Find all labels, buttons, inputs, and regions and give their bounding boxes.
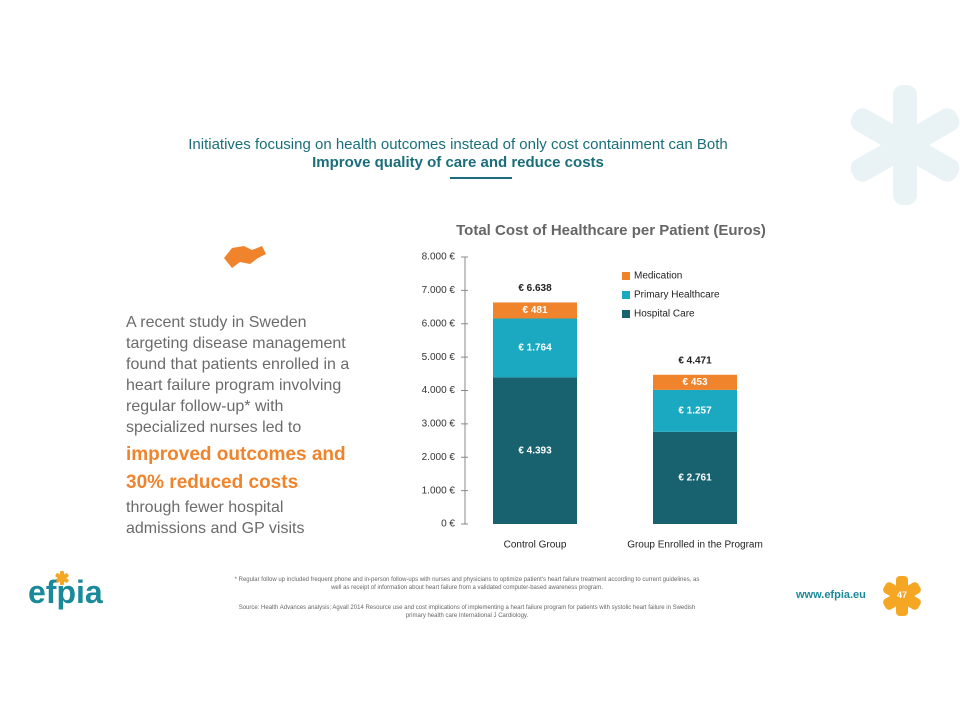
footnote: * Regular follow up included frequent ph… <box>234 577 700 591</box>
highlight-text: improved outcomes and 30% reduced costs <box>126 444 346 493</box>
legend-swatch <box>622 272 630 280</box>
heading-line1: Initiatives focusing on health outcomes … <box>188 136 728 153</box>
y-tick-label: 6.000 € <box>422 318 456 329</box>
logo: efpia <box>28 574 103 610</box>
value-label: € 1.764 <box>518 343 552 354</box>
body-text: through fewer hospital admissions and GP… <box>126 499 305 537</box>
page-number: 47 <box>896 590 907 600</box>
y-tick-label: 5.000 € <box>422 352 456 363</box>
legend-label: Medication <box>634 271 682 282</box>
bar-segment <box>653 389 737 432</box>
y-tick-label: 8.000 € <box>422 252 456 263</box>
logo-asterisk <box>55 571 69 585</box>
bar-segment <box>653 374 737 390</box>
y-tick-label: 2.000 € <box>422 452 456 463</box>
chart-title: Total Cost of Healthcare per Patient (Eu… <box>456 222 766 239</box>
value-label: € 481 <box>522 305 547 316</box>
heading-line2: Improve quality of care and reduce costs <box>312 154 604 171</box>
legend-label: Primary Healthcare <box>634 290 720 301</box>
y-tick-label: 7.000 € <box>422 285 456 296</box>
y-tick-label: 3.000 € <box>422 419 456 430</box>
legend-label: Hospital Care <box>634 309 695 320</box>
bar-segment <box>493 377 577 524</box>
bar-segment <box>653 431 737 524</box>
page-asterisk <box>883 576 921 616</box>
url: www.efpia.eu <box>796 589 866 601</box>
sweden-map <box>224 246 266 268</box>
total-label: € 4.471 <box>678 355 712 366</box>
body-text: A recent study in Sweden targeting disea… <box>126 314 350 436</box>
y-tick-label: 0 € <box>441 519 455 530</box>
legend-swatch <box>622 310 630 318</box>
y-tick-label: 1.000 € <box>422 485 456 496</box>
bar-segment <box>493 302 577 319</box>
source: Source: Health Advances analysis; Agvall… <box>238 605 696 619</box>
value-label: € 4.393 <box>518 445 552 456</box>
total-label: € 6.638 <box>518 283 552 294</box>
legend-swatch <box>622 291 630 299</box>
value-label: € 2.761 <box>678 473 712 484</box>
x-tick-label: Group Enrolled in the Program <box>627 540 763 551</box>
y-tick-label: 4.000 € <box>422 385 456 396</box>
value-label: € 1.257 <box>678 406 712 417</box>
bar-segment <box>493 318 577 378</box>
value-label: € 453 <box>682 377 707 388</box>
x-tick-label: Control Group <box>504 540 567 551</box>
bg-asterisk <box>850 85 960 205</box>
